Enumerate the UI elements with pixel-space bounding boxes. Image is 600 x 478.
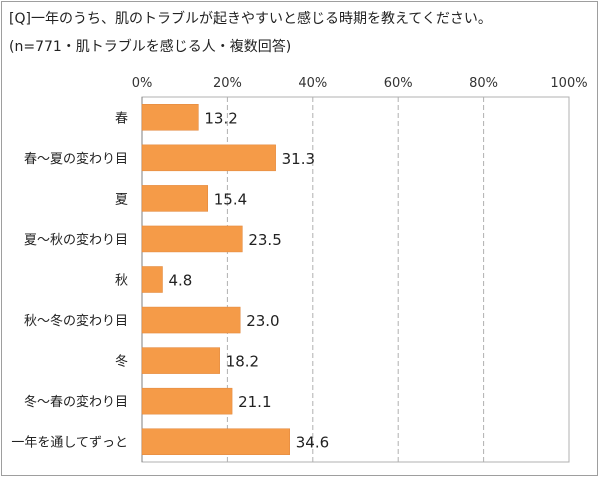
bar [141,225,243,253]
x-tick-label: 20% [213,76,242,91]
bar [141,144,276,172]
category-label: 冬 [115,354,128,370]
data-label: 34.6 [296,434,329,452]
data-label: 23.5 [248,231,281,249]
data-label: 23.0 [246,312,279,330]
bar [141,428,290,455]
category-label: 秋～冬の変わり目 [24,313,128,329]
data-label: 21.1 [238,393,271,411]
bar [141,387,233,415]
data-label: 18.2 [226,353,259,371]
category-label: 夏～秋の変わり目 [24,232,128,248]
bar [141,266,163,293]
x-tick-label: 40% [298,76,327,91]
data-label: 13.2 [204,109,237,127]
bar [141,306,241,334]
category-label: 冬～春の変わり目 [24,394,128,410]
bar [141,185,209,212]
x-tick-label: 0% [132,76,153,91]
category-label: 春 [115,111,128,126]
chart-title: [Q]一年のうち、肌のトラブルが起きやすいと感じる時期を教えてください。 [9,11,492,27]
x-tick-label: 60% [384,76,413,91]
category-label: 秋 [115,274,128,289]
category-label: 春～夏の変わり目 [24,151,128,167]
category-label: 夏 [115,192,128,207]
data-label: 4.8 [168,272,192,290]
chart-subtitle: (n=771・肌トラブルを感じる人・複数回答) [9,39,292,55]
bar [141,104,199,131]
data-label: 31.3 [282,150,315,168]
x-tick-label: 80% [469,76,498,91]
bar [141,347,220,374]
data-label: 15.4 [214,190,247,208]
x-tick-label: 100% [550,76,587,91]
category-label: 一年を通してずっと [11,436,128,451]
